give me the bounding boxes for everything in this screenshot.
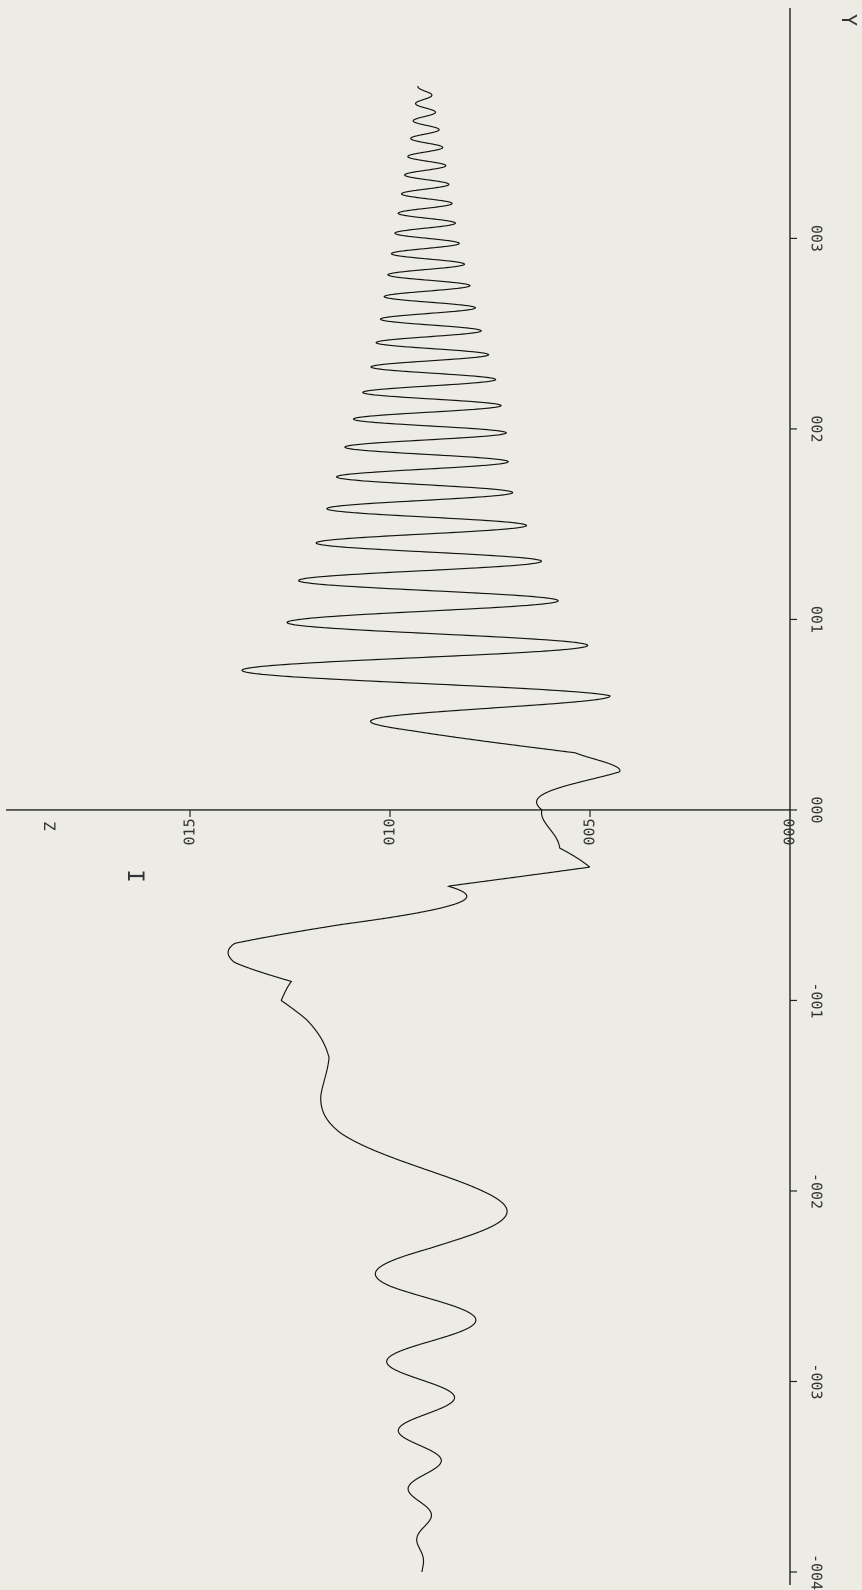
y-axis-label: I xyxy=(122,869,147,882)
x-tick-label: 002 xyxy=(808,415,826,442)
y-tick-label: 015 xyxy=(181,818,199,845)
x-tick-label: -001 xyxy=(808,982,826,1018)
x-tick-label: -003 xyxy=(808,1363,826,1399)
x-tick-label: 000 xyxy=(808,796,826,823)
corner-label: Z xyxy=(40,821,59,831)
y-tick-label: 010 xyxy=(381,818,399,845)
x-tick-label: 003 xyxy=(808,225,826,252)
x-tick-label: -002 xyxy=(808,1173,826,1209)
x-axis-label: Y xyxy=(837,14,861,26)
y-tick-label: 005 xyxy=(581,818,599,845)
intensity-curve xyxy=(227,85,621,1572)
x-tick-label: 001 xyxy=(808,606,826,633)
y-tick-label: 000 xyxy=(781,818,799,845)
x-tick-label: -004 xyxy=(808,1554,826,1590)
